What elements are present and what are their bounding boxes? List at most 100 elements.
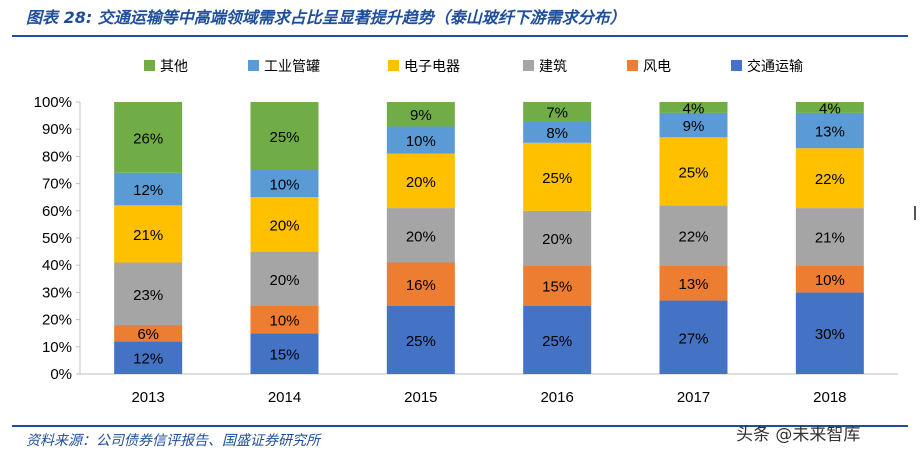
legend-label: 工业管罐 <box>264 59 320 75</box>
x-tick-label: 2015 <box>404 389 437 406</box>
data-label: 4% <box>683 100 705 117</box>
bar-segment <box>386 126 455 154</box>
y-tick-label: 30% <box>42 284 72 301</box>
data-label: 23% <box>133 287 163 304</box>
bar-segment <box>114 205 183 263</box>
bar-segment <box>523 102 592 122</box>
bar-segment <box>795 292 864 374</box>
data-label: 20% <box>269 272 299 289</box>
bar-segment <box>250 197 319 252</box>
bar-segment <box>386 262 455 306</box>
bar-segment <box>114 102 183 173</box>
data-label: 15% <box>542 279 572 296</box>
data-label: 22% <box>678 228 708 245</box>
y-tick-label: 90% <box>42 121 72 138</box>
data-label: 16% <box>406 277 436 294</box>
bar-segment <box>523 210 592 266</box>
data-label: 13% <box>815 124 845 141</box>
bar-segment <box>795 112 864 149</box>
legend-swatch <box>731 60 742 71</box>
x-tick-label: 2014 <box>268 389 301 406</box>
bar-segment <box>659 205 728 266</box>
bar-segment <box>523 121 592 143</box>
source-note: 资料来源：公司债券信评报告、国盛证券研究所 <box>26 433 320 449</box>
bar-segment <box>386 153 455 209</box>
bar-segment <box>523 142 592 211</box>
y-tick-label: 10% <box>42 339 72 356</box>
data-label: 25% <box>542 170 572 187</box>
data-label: 8% <box>546 125 568 142</box>
data-label: 22% <box>815 171 845 188</box>
bar-segment <box>386 208 455 263</box>
y-tick-label: 80% <box>42 148 72 165</box>
data-label: 20% <box>406 174 436 191</box>
data-label: 26% <box>133 130 163 147</box>
data-label: 9% <box>683 118 705 135</box>
bar-segment <box>250 102 319 170</box>
data-label: 12% <box>133 182 163 199</box>
data-label: 27% <box>678 330 708 347</box>
data-label: 25% <box>269 129 299 146</box>
title-divider <box>12 35 908 37</box>
bar-segment <box>795 148 864 209</box>
y-tick-label: 50% <box>42 230 72 247</box>
bar-segment <box>114 172 183 206</box>
legend-label: 建筑 <box>539 59 567 75</box>
y-tick-label: 60% <box>42 203 72 220</box>
bar-segment <box>795 265 864 293</box>
bar-segment <box>659 112 728 138</box>
legend-label: 风电 <box>643 59 671 75</box>
footer-divider <box>12 425 908 427</box>
bar-segment <box>659 102 728 113</box>
bar-segment <box>659 265 728 301</box>
bar-segment <box>114 325 183 342</box>
data-label: 20% <box>406 228 436 245</box>
data-label: 21% <box>133 227 163 244</box>
y-tick-label: 20% <box>42 312 72 329</box>
bar-segment <box>250 333 319 374</box>
y-tick-label: 40% <box>42 257 72 274</box>
bar-segment <box>250 170 319 198</box>
bar-segment <box>523 306 592 374</box>
y-tick-label: 70% <box>42 176 72 193</box>
x-tick-label: 2018 <box>813 389 846 406</box>
data-label: 7% <box>546 105 568 122</box>
data-label: 10% <box>815 272 845 289</box>
scroll-marker <box>914 206 916 220</box>
y-tick-label: 0% <box>50 366 72 383</box>
bar-segment <box>659 137 728 206</box>
bar-segment <box>114 262 183 326</box>
data-label: 4% <box>819 100 841 117</box>
legend-swatch <box>523 60 534 71</box>
bar-segment <box>250 251 319 306</box>
legend-label: 交通运输 <box>747 58 803 75</box>
y-tick-label: 100% <box>34 94 72 111</box>
legend-swatch <box>388 60 399 71</box>
bar-segment <box>250 306 319 334</box>
data-label: 25% <box>678 164 708 181</box>
data-label: 10% <box>269 177 299 194</box>
x-tick-label: 2016 <box>540 389 573 406</box>
data-label: 20% <box>269 217 299 234</box>
legend-swatch <box>248 60 259 71</box>
legend-label: 其他 <box>160 59 188 75</box>
data-label: 10% <box>406 133 436 150</box>
bar-segment <box>795 208 864 266</box>
data-label: 12% <box>133 351 163 368</box>
legend-swatch <box>627 60 638 71</box>
bar-segment <box>795 102 864 113</box>
bar-segment <box>114 341 183 374</box>
data-label: 20% <box>542 231 572 248</box>
bar-segment <box>386 102 455 127</box>
data-label: 6% <box>137 326 159 343</box>
bar-segment <box>523 265 592 306</box>
data-label: 30% <box>815 326 845 343</box>
stacked-bar-chart: 0% 10% 20% 30% 40% 50% 60% 70% 80% 90% 100% 12% 6% 23… <box>34 58 898 406</box>
data-label: 25% <box>542 333 572 350</box>
watermark: 头条 @未来智库 <box>736 425 861 445</box>
x-tick-label: 2013 <box>131 389 164 406</box>
data-label: 25% <box>406 333 436 350</box>
bar-segment <box>386 306 455 374</box>
legend-label: 电子电器 <box>404 59 460 75</box>
figure-title: 图表 28: 交通运输等中高端领域需求占比呈显著提升趋势（泰山玻纤下游需求分布） <box>26 8 626 27</box>
